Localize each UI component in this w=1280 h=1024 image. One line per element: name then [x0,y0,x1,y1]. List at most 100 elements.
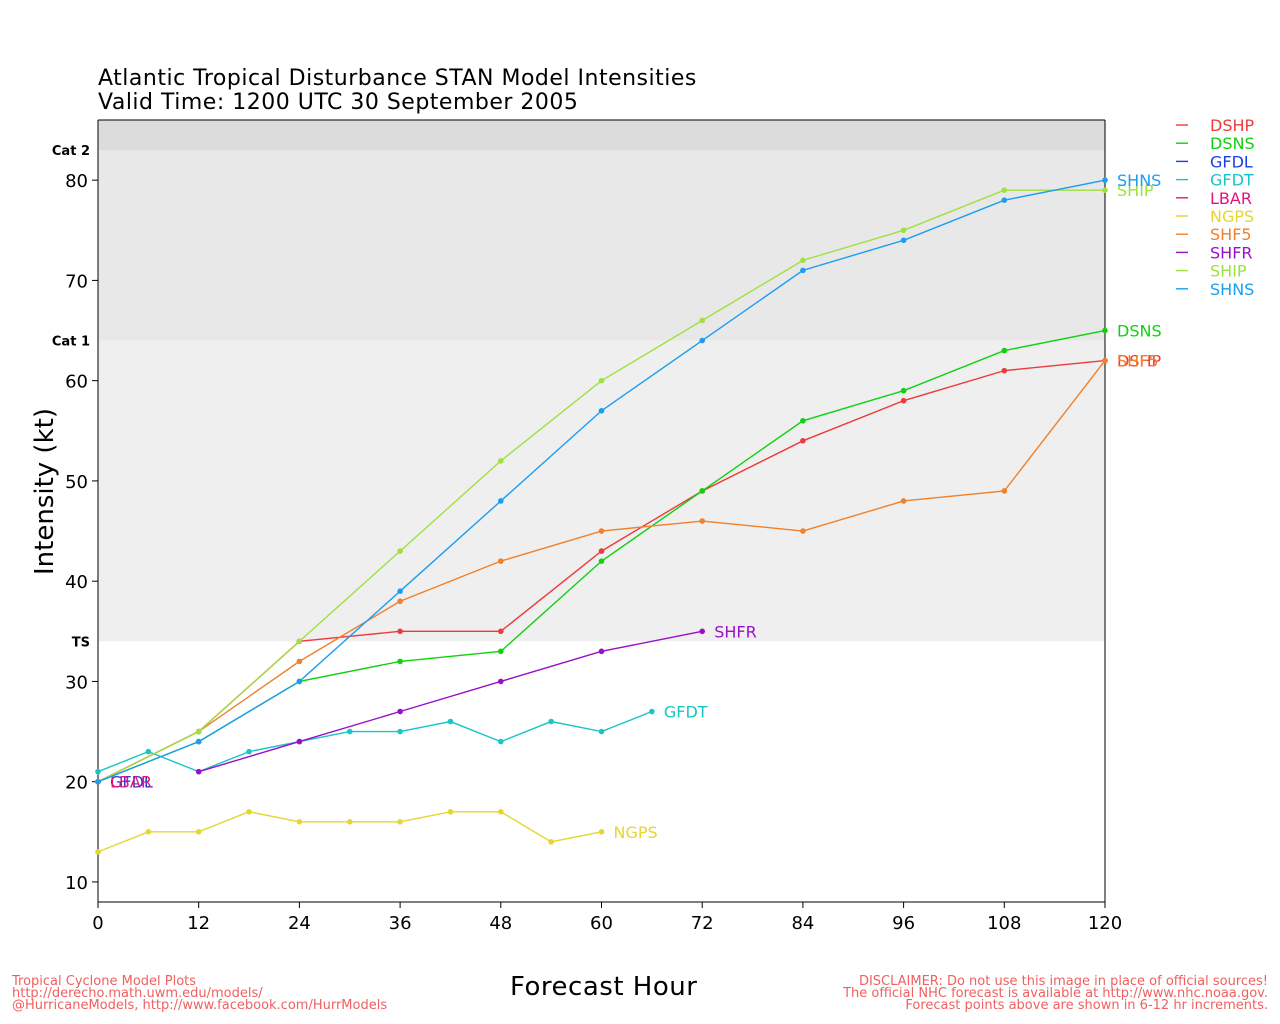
x-tick-label: 12 [187,913,210,934]
data-point-gfdt [649,708,655,715]
data-point-shns [800,267,806,274]
y-tick-label: 70 [65,271,88,292]
data-point-gfdt [447,718,454,725]
data-point-gfdt [346,728,353,735]
data-point-dshp [800,438,806,444]
disclaimer-line: The official NHC forecast is available a… [843,986,1268,1001]
intensity-band [98,120,1105,151]
data-point-gfdt [145,748,152,755]
data-point-ship [699,317,705,324]
data-point-ngps [95,849,101,855]
data-point-shf5 [900,498,907,504]
y-tick-label: 60 [65,372,88,393]
data-point-shns [598,407,605,414]
data-point-dsns [397,658,403,665]
data-point-ngps [447,808,454,815]
data-point-gfdt [246,748,252,755]
data-point-shf5 [397,598,403,605]
data-point-shfr [195,768,202,775]
data-point-dshp [498,628,504,635]
data-point-ngps [346,818,353,825]
data-point-ship [800,257,806,264]
data-point-dsns [598,558,605,564]
band-label: Cat 2 [52,144,90,159]
chart-subtitle: Valid Time: 1200 UTC 30 September 2005 [98,90,579,115]
data-point-ngps [296,818,303,825]
data-point-shns [1102,177,1108,183]
data-point-ship [1102,187,1108,193]
disclaimer-line: DISCLAIMER: Do not use this image in pla… [858,974,1268,989]
data-point-ship [498,458,504,464]
legend-label-shf5: SHF5 [1210,225,1252,244]
end-label-shfr: SHFR [714,622,757,641]
intensity-band [98,150,1105,341]
footer-credit-line: @HurricaneModels, http://www.facebook.co… [12,998,388,1013]
data-point-ngps [145,829,152,835]
data-point-gfdt [95,768,101,775]
legend-label-ship: SHIP [1210,262,1247,281]
data-point-ngps [548,839,554,845]
data-point-shns [900,237,907,244]
data-point-shns [296,678,303,685]
data-point-dsns [1001,347,1008,354]
data-point-dshp [1001,367,1008,374]
data-point-dsns [900,387,907,394]
data-point-shf5 [699,518,705,524]
end-label-gfdt: GFDT [664,703,708,722]
series-line-shfr [198,630,703,773]
data-point-ship [598,377,605,384]
data-point-shns [397,588,403,595]
data-point-gfdt [598,728,605,735]
series-line-ngps [97,811,602,853]
data-point-shf5 [498,558,504,564]
y-tick-label: 40 [65,572,88,593]
data-point-ngps [195,829,202,835]
data-point-shfr [498,678,504,685]
data-point-shf5 [1001,488,1008,494]
x-tick-label: 84 [791,913,814,934]
data-point-shns [1001,197,1008,204]
legend-label-shfr: SHFR [1210,243,1253,262]
y-tick-label: 80 [65,171,88,192]
x-tick-label: 108 [987,913,1021,934]
data-point-shf5 [598,528,605,534]
data-point-dsns [1102,327,1108,334]
data-point-shf5 [800,528,806,534]
end-label-gfdl: GFDL [110,773,153,792]
data-point-dshp [598,548,605,554]
legend-label-gfdl: GFDL [1210,152,1253,171]
series-line-gfdt [97,710,653,773]
legend-label-ngps: NGPS [1210,207,1254,226]
y-tick-label: 10 [65,873,88,894]
data-point-ship [900,227,907,234]
data-point-dsns [800,417,806,424]
end-label-ship: SHIP [1117,181,1154,200]
legend-label-lbar: LBAR [1210,189,1252,208]
data-point-shfr [397,708,403,715]
legend-label-dshp: DSHP [1210,116,1255,135]
y-axis-label: Intensity (kt) [30,408,60,575]
legend-label-dsns: DSNS [1210,134,1255,153]
x-axis-label: Forecast Hour [510,972,698,1002]
end-label-ngps: NGPS [614,823,658,842]
x-tick-label: 24 [288,913,311,934]
data-point-ngps [498,808,504,815]
data-point-ship [397,548,403,554]
y-tick-label: 50 [65,472,88,493]
data-point-gfdt [397,728,403,735]
data-point-ngps [246,808,252,815]
legend-label-gfdt: GFDT [1210,171,1254,190]
data-point-ship [195,728,202,735]
data-point-shfr [598,648,605,655]
footer-credits: Tropical Cyclone Model Plots http://dere… [12,975,388,1013]
data-point-shns [498,498,504,504]
disclaimer-line: Forecast points above are shown in 6-12 … [905,998,1268,1013]
x-tick-label: 0 [92,913,103,934]
data-point-shfr [296,738,303,745]
end-label-dsns: DSNS [1117,322,1162,341]
data-point-shf5 [1102,357,1108,364]
data-point-ngps [397,818,403,825]
data-point-ngps [598,829,605,835]
data-point-gfdt [498,738,504,745]
